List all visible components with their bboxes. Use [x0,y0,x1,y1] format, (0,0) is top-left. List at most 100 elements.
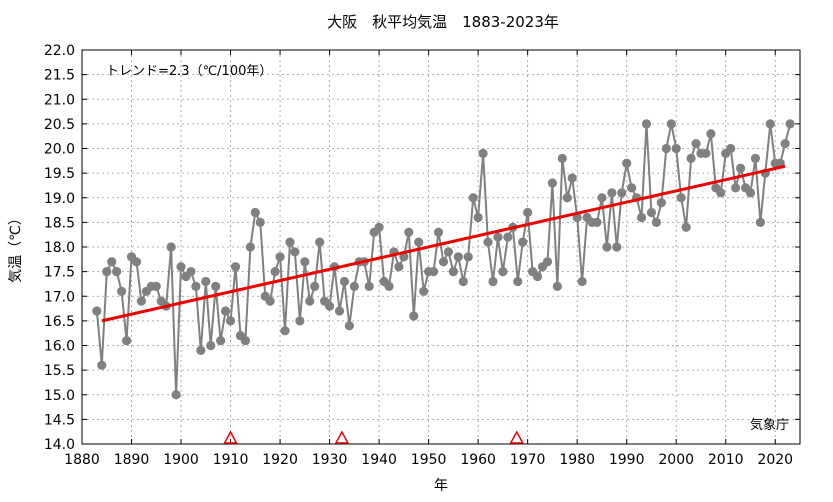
data-point [745,188,756,198]
data-point [666,119,676,129]
x-tick-label: 1940 [361,452,397,468]
data-point [300,257,310,267]
data-point [646,207,657,218]
x-tick-label: 1980 [559,452,595,468]
data-point [726,143,736,154]
chart-title: 大阪 秋平均気温 1883-2023年 [327,13,559,31]
data-point [503,232,513,242]
y-tick-label: 21.0 [44,92,75,108]
trend-annotation: トレンド=2.3（℃/100年） [106,64,272,79]
data-point [121,335,132,346]
x-tick-label: 1990 [609,452,645,468]
data-point [607,188,617,198]
data-point [706,129,716,139]
data-point [230,262,241,272]
data-point [186,267,196,277]
data-point [453,252,463,262]
data-point [562,193,572,203]
y-tick-label: 20.0 [44,142,75,158]
data-point [567,173,577,183]
data-point [280,326,290,336]
data-point [191,281,201,291]
y-tick-label: 18.5 [44,215,75,231]
data-point [136,296,147,306]
data-point [131,257,142,267]
data-point [661,143,671,154]
marker-layer [223,430,525,444]
data-point [344,321,354,331]
y-tick-label: 18.0 [44,240,75,256]
y-tick-label: 19.5 [44,166,75,182]
data-point [315,237,325,247]
x-tick-label: 1930 [312,452,348,468]
data-point [166,242,176,252]
data-point [448,267,458,277]
y-tick-label: 16.0 [44,339,75,355]
series-layer [92,119,795,400]
data-point [295,316,305,326]
y-tick-label: 15.0 [44,388,75,404]
data-point [339,276,350,287]
y-tick-label: 19.0 [44,191,75,207]
x-tick-label: 1880 [64,452,100,468]
data-point [463,252,473,262]
data-point [201,276,211,287]
data-point [473,212,483,223]
data-point [92,306,102,316]
trend-layer [101,164,786,323]
data-point [107,257,117,267]
data-point [716,188,726,198]
data-point [206,340,216,351]
data-point [409,311,419,321]
data-point [577,276,587,287]
data-point [671,143,681,154]
data-point [419,286,429,296]
y-tick-label: 17.0 [44,289,75,305]
y-tick-label: 17.5 [44,265,75,281]
data-point [438,257,449,267]
y-tick-label: 22.0 [44,43,75,59]
data-point [676,193,686,203]
data-point [602,242,612,252]
x-axis-label: 年 [434,478,448,494]
data-point [592,217,602,227]
data-point [488,276,498,287]
data-point [468,193,478,203]
x-tick-label: 1890 [114,452,150,468]
data-point [641,119,652,129]
data-point [478,148,488,159]
data-point [171,390,181,400]
data-point [498,267,508,277]
data-point [681,222,691,232]
station-relocation-marker [223,430,238,444]
data-point [265,296,275,306]
data-point [785,119,795,129]
data-point [404,227,414,237]
source-label: 気象庁 [750,417,789,433]
data-point [532,271,543,282]
data-point [270,267,280,277]
data-point [691,138,701,149]
data-point [636,212,647,223]
data-point [458,276,468,287]
data-point [384,281,394,291]
data-point [701,148,711,159]
data-point [285,237,295,247]
x-tick-label: 2010 [708,452,744,468]
data-point [493,232,503,242]
data-point [255,217,265,227]
data-point [250,207,260,218]
data-point [112,267,122,277]
data-point [225,316,236,326]
y-tick-label: 14.0 [44,437,75,453]
x-tick-label: 1920 [262,452,298,468]
y-tick-label: 15.5 [44,363,75,379]
data-point [364,281,374,291]
data-point [334,306,345,316]
data-point [151,281,161,291]
station-relocation-marker [334,430,350,444]
data-point [433,227,444,237]
data-point [428,267,439,277]
data-point [97,360,107,370]
